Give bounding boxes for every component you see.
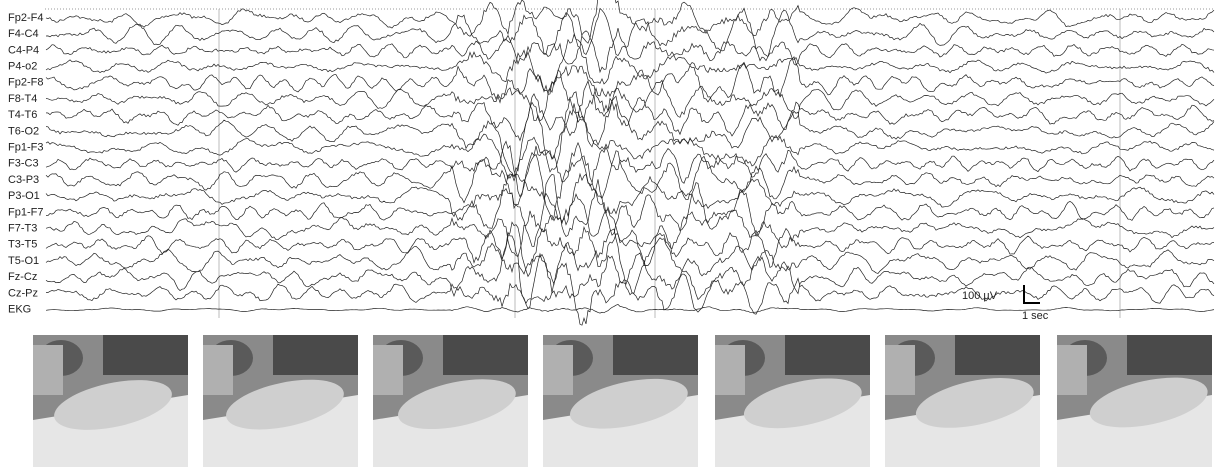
frame-wall bbox=[955, 335, 1040, 375]
channel-label: C3-P3 bbox=[8, 174, 39, 186]
frame-pillow bbox=[543, 345, 573, 395]
channel-label: P4-o2 bbox=[8, 61, 37, 73]
channel-label: P3-O1 bbox=[8, 190, 40, 202]
eeg-trace bbox=[46, 81, 1214, 141]
channel-label: Fp2-F8 bbox=[8, 77, 43, 89]
channel-label: Fp1-F3 bbox=[8, 142, 43, 154]
eeg-trace bbox=[46, 141, 1214, 196]
channel-label: T6-O2 bbox=[8, 125, 39, 137]
eeg-trace bbox=[46, 35, 1214, 92]
channel-label: Fp2-F4 bbox=[8, 12, 43, 24]
eeg-trace bbox=[46, 103, 1214, 180]
video-frame bbox=[203, 335, 358, 467]
video-frame bbox=[715, 335, 870, 467]
eeg-trace bbox=[46, 70, 1214, 122]
channel-label: T3-T5 bbox=[8, 239, 37, 251]
eeg-traces bbox=[45, 0, 1215, 325]
video-frame bbox=[543, 335, 698, 467]
video-frame bbox=[885, 335, 1040, 467]
frame-pillow bbox=[885, 345, 915, 395]
eeg-trace bbox=[46, 174, 1214, 246]
frame-wall bbox=[613, 335, 698, 375]
scale-bar bbox=[1024, 285, 1040, 303]
frame-wall bbox=[785, 335, 870, 375]
channel-labels: Fp2-F4 F4-C4 C4-P4 P4-o2 Fp2-F8 F8-T4 T4-T6 T6-… bbox=[8, 12, 43, 316]
frame-pillow bbox=[715, 345, 745, 395]
channel-label: F8-T4 bbox=[8, 93, 37, 105]
video-frames bbox=[33, 335, 1212, 467]
frame-wall bbox=[1127, 335, 1212, 375]
channel-label: C4-P4 bbox=[8, 44, 39, 56]
channel-label: Fp1-F7 bbox=[8, 206, 43, 218]
frame-pillow bbox=[1057, 345, 1087, 395]
scale-amplitude: 100 µV bbox=[962, 290, 998, 302]
frame-wall bbox=[273, 335, 358, 375]
eeg-figure: Fp2-F4 F4-C4 C4-P4 P4-o2 Fp2-F8 F8-T4 T4-T6 T6-… bbox=[0, 0, 1218, 467]
eeg-trace bbox=[46, 174, 1214, 221]
frame-pillow bbox=[33, 345, 63, 395]
frame-pillow bbox=[373, 345, 403, 395]
frame-pillow bbox=[203, 345, 233, 395]
channel-label: T5-O1 bbox=[8, 255, 39, 267]
figure: Fp2-F4 F4-C4 C4-P4 P4-o2 Fp2-F8 F8-T4 T4-T6 T6-… bbox=[0, 0, 1218, 467]
scale-time: 1 sec bbox=[1022, 310, 1049, 322]
channel-label: Fz-Cz bbox=[8, 271, 37, 283]
eeg-trace bbox=[46, 222, 1214, 276]
eeg-trace bbox=[46, 151, 1214, 220]
channel-label: EKG bbox=[8, 304, 31, 316]
eeg-trace bbox=[46, 57, 1214, 112]
channel-label: F3-C3 bbox=[8, 158, 39, 170]
channel-label: F4-C4 bbox=[8, 28, 39, 40]
channel-label: Cz-Pz bbox=[8, 287, 38, 299]
eeg-trace bbox=[46, 232, 1214, 308]
eeg-trace bbox=[46, 8, 1214, 60]
channel-label: F7-T3 bbox=[8, 223, 37, 235]
video-frame bbox=[373, 335, 528, 467]
video-frame bbox=[1057, 335, 1212, 467]
frame-wall bbox=[443, 335, 528, 375]
frame-wall bbox=[103, 335, 188, 375]
channel-label: T4-T6 bbox=[8, 109, 37, 121]
video-frame bbox=[33, 335, 188, 467]
